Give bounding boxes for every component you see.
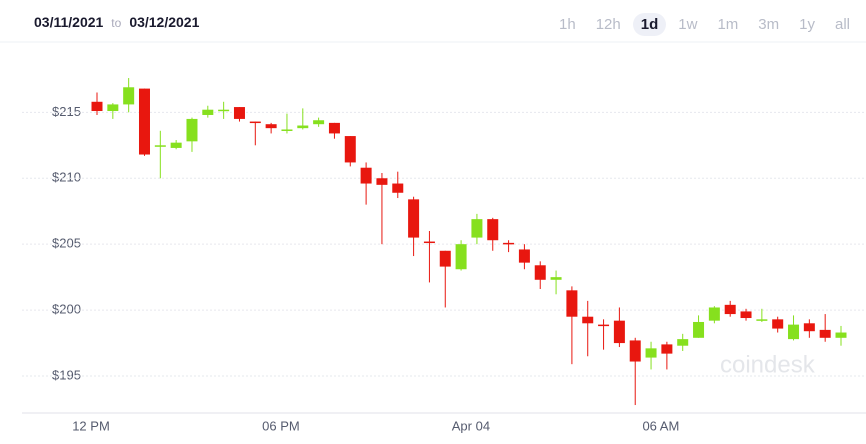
- candle-body: [423, 241, 435, 244]
- from-date: 03/11/2021: [34, 14, 104, 30]
- x-tick-label: 06 PM: [262, 418, 300, 433]
- range-button[interactable]: 1h: [559, 16, 576, 33]
- candle-body: [281, 129, 293, 131]
- y-tick-label: $215: [52, 104, 81, 119]
- candle-body: [613, 320, 625, 344]
- y-tick-label: $205: [52, 236, 81, 251]
- x-tick-label: 12 PM: [72, 418, 110, 433]
- candle-body: [455, 244, 467, 270]
- candle-body: [708, 307, 720, 321]
- candle-body: [772, 319, 784, 329]
- range-button[interactable]: 1d: [632, 13, 667, 36]
- candle-body: [202, 109, 214, 115]
- candle-body: [582, 316, 594, 324]
- candle-body: [693, 321, 705, 338]
- candle-body: [740, 311, 752, 319]
- candle-body: [123, 87, 135, 105]
- candle-body: [313, 120, 325, 125]
- candle-body: [360, 167, 372, 184]
- candle-body: [265, 124, 277, 129]
- candle-body: [677, 339, 689, 346]
- candle-body: [661, 344, 673, 354]
- candle-body: [518, 249, 530, 263]
- candle-body: [503, 242, 515, 245]
- candle-body: [107, 104, 119, 112]
- date-range: 03/11/2021 to 03/12/2021: [34, 14, 199, 30]
- candle-body: [344, 136, 356, 163]
- candle-body: [835, 332, 847, 338]
- candle-body: [756, 319, 768, 321]
- candle-body: [566, 290, 578, 317]
- candle-body: [408, 199, 420, 238]
- candle-body: [233, 107, 245, 119]
- y-tick-label: $210: [52, 170, 81, 185]
- candle-body: [788, 324, 800, 340]
- candle-body: [629, 340, 641, 362]
- candle-body: [724, 304, 736, 315]
- candle-body: [249, 121, 261, 124]
- candle-body: [534, 265, 546, 280]
- watermark: coindesk: [720, 351, 816, 378]
- candle-body: [186, 118, 198, 142]
- candle-body: [376, 178, 388, 185]
- candle-body: [170, 142, 182, 148]
- range-button[interactable]: 1m: [717, 16, 739, 33]
- candle-body: [297, 125, 309, 129]
- candle-body: [439, 250, 451, 267]
- candle-body: [645, 348, 657, 358]
- x-tick-label: Apr 04: [452, 418, 490, 433]
- range-buttons: 1h 12h 1d 1w 1m 3m 1y all: [551, 13, 858, 36]
- y-tick-label: $200: [52, 302, 81, 317]
- candle-body: [138, 88, 150, 155]
- y-tick-label: $195: [52, 367, 81, 382]
- range-button[interactable]: 3m: [758, 16, 780, 33]
- candle-body: [598, 324, 610, 327]
- candle-body: [218, 109, 230, 112]
- range-button[interactable]: all: [834, 16, 850, 33]
- to-date: 03/12/2021: [129, 14, 200, 30]
- candle-body: [550, 277, 562, 280]
- candle-body: [392, 183, 404, 193]
- to-word: to: [111, 16, 122, 30]
- range-button[interactable]: 1w: [678, 16, 698, 33]
- range-button[interactable]: 12h: [595, 16, 621, 33]
- x-tick-label: 06 AM: [642, 418, 679, 433]
- candle-body: [803, 323, 815, 332]
- candle-body: [328, 122, 340, 134]
- candle-body: [471, 219, 483, 238]
- candle-body: [819, 329, 831, 338]
- range-button[interactable]: 1y: [799, 16, 815, 33]
- candle-body: [154, 145, 166, 147]
- candle-body: [487, 219, 499, 241]
- candle-body: [91, 101, 103, 112]
